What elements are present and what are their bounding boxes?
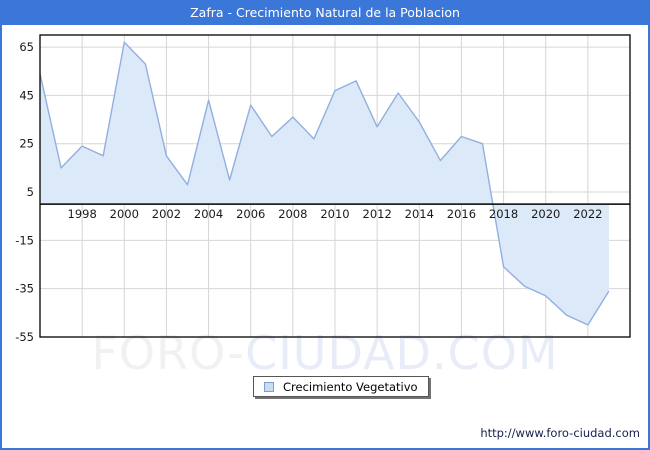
x-axis-tick-label: 2016 — [447, 207, 476, 221]
x-axis-tick-label: 2004 — [194, 207, 223, 221]
footer-url-link[interactable]: http://www.foro-ciudad.com — [480, 426, 640, 440]
watermark-text: FORO-CIUDAD.COM — [2, 326, 648, 380]
legend-label: Crecimiento Vegetativo — [283, 379, 418, 394]
x-axis-tick-label: 2000 — [110, 207, 139, 221]
area-chart: 65 45 25 5 -15 -35 -55 1998 2000 2002 2004 2006 2008… — [15, 34, 631, 344]
window-title: Zafra - Crecimiento Natural de la Poblac… — [2, 0, 648, 25]
plot-border — [39, 34, 631, 338]
y-axis-tick-label: -15 — [15, 233, 34, 247]
series-area — [40, 42, 609, 325]
y-axis-tick-label: 45 — [19, 88, 34, 102]
x-axis-tick-label: 2006 — [236, 207, 265, 221]
x-axis-tick-label: 2022 — [573, 207, 602, 221]
y-axis-tick-label: 5 — [27, 185, 34, 199]
series-line — [39, 41, 610, 326]
x-axis-tick-label: 2012 — [363, 207, 392, 221]
x-axis-tick-label: 2014 — [405, 207, 434, 221]
y-axis-tick-label: -35 — [15, 282, 34, 296]
x-axis-tick-label: 2020 — [531, 207, 560, 221]
x-axis-tick-label: 2008 — [278, 207, 307, 221]
legend-box: Crecimiento Vegetativo — [253, 376, 429, 397]
x-axis-tick-label: 1998 — [68, 207, 97, 221]
x-axis-tick-label: 2002 — [152, 207, 181, 221]
y-axis-tick-label: 65 — [19, 40, 34, 54]
x-axis-tick-label: 2010 — [320, 207, 349, 221]
x-axis-tick-label: 2018 — [489, 207, 518, 221]
watermark-part2: CIUDAD.COM — [245, 326, 559, 380]
legend-swatch-icon — [264, 381, 274, 392]
y-axis-tick-label: 25 — [19, 137, 34, 151]
watermark-part1: FORO- — [91, 326, 246, 380]
y-axis-tick-label: -55 — [15, 330, 34, 344]
